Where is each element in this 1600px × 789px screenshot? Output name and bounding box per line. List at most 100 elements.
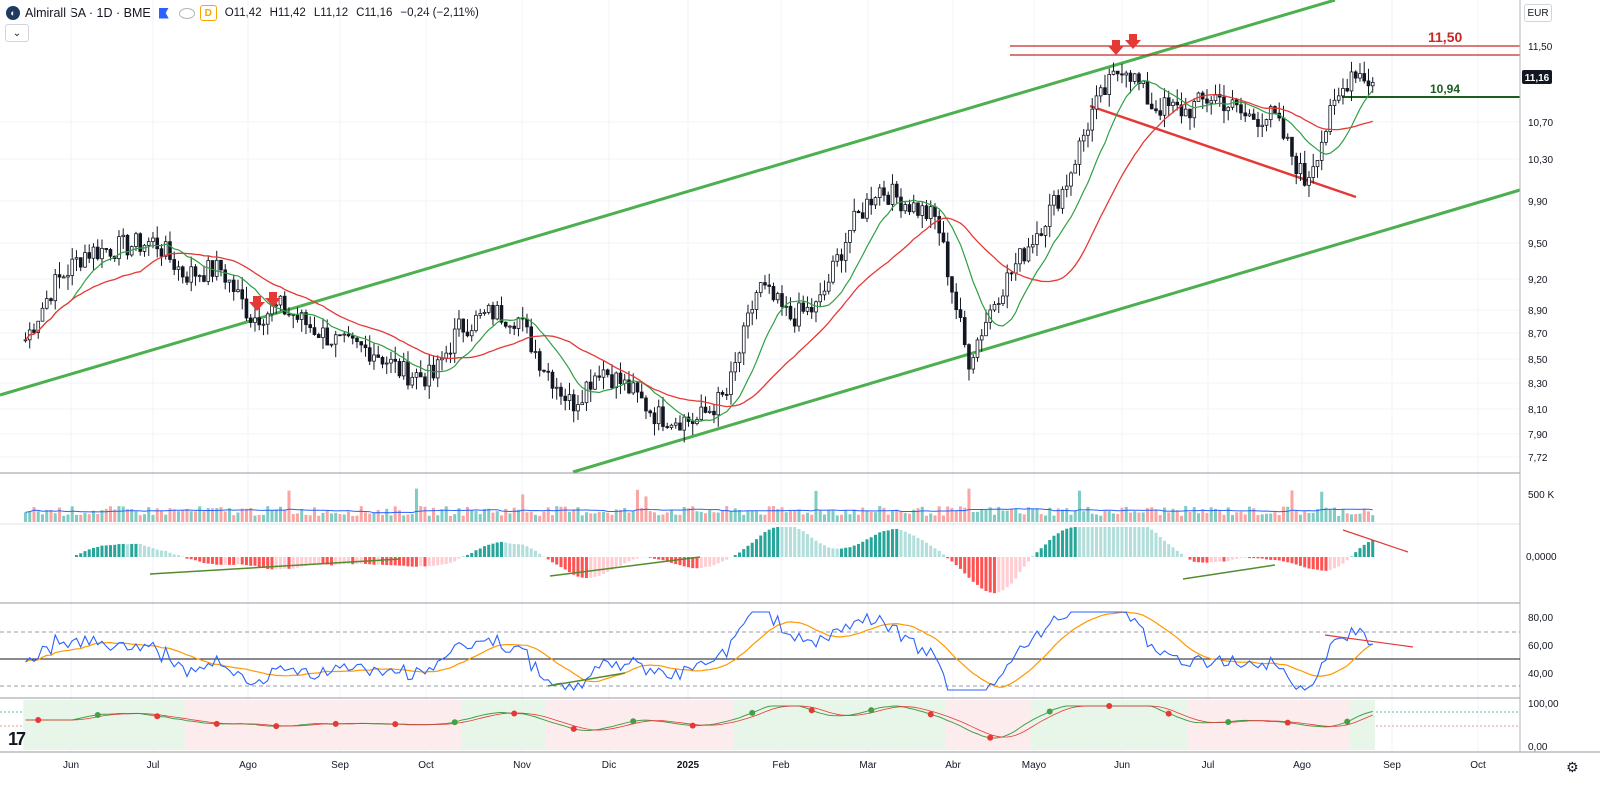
osc-bg: [1179, 700, 1184, 750]
candle-body: [355, 337, 359, 343]
price-tick-label: 10,70: [1528, 118, 1553, 129]
symbol-title[interactable]: Almirall SA · 1D · BME: [25, 6, 151, 20]
macd-bar: [125, 544, 129, 557]
macd-bar: [164, 550, 168, 557]
osc-bg: [605, 700, 610, 750]
macd-bar: [393, 557, 397, 566]
osc-bg: [592, 700, 598, 750]
macd-bar: [206, 557, 210, 564]
macd-bar: [822, 545, 826, 557]
macd-bar: [113, 544, 117, 557]
company-logo-icon: ◐: [6, 6, 20, 20]
macd-bar: [929, 545, 933, 557]
candle-body: [389, 358, 393, 364]
osc-bg: [1221, 700, 1227, 750]
candle-body: [1035, 233, 1039, 245]
candle-body: [176, 266, 181, 270]
osc-bg: [886, 700, 891, 750]
volume-bar: [754, 511, 758, 522]
macd-bar: [1069, 527, 1073, 557]
osc-bg: [184, 700, 190, 750]
macd-bar: [431, 557, 435, 566]
osc-bg: [520, 700, 525, 750]
volume-bar: [827, 510, 831, 522]
macd-bar: [708, 557, 712, 567]
volume-bar: [1158, 515, 1162, 522]
volume-bar: [1005, 510, 1009, 522]
macd-bar: [1082, 527, 1086, 557]
volume-bar: [389, 515, 393, 522]
osc-bg: [461, 700, 466, 750]
osc-bg: [1000, 700, 1006, 750]
gear-icon[interactable]: ⚙: [1566, 759, 1579, 775]
macd-bar: [240, 557, 244, 565]
volume-bar: [635, 489, 639, 522]
macd-bar: [1252, 557, 1256, 559]
osc-bg: [1085, 700, 1091, 750]
osc-bg: [397, 700, 402, 750]
osc-bg: [189, 700, 194, 750]
candle-body: [1307, 177, 1311, 186]
macd-bar: [958, 557, 962, 569]
candle-body: [1009, 272, 1014, 275]
osc-bg: [401, 700, 406, 750]
volume-bar: [720, 510, 724, 522]
volume-bar: [984, 509, 988, 522]
candle-body: [282, 295, 287, 315]
macd-bar: [882, 531, 886, 557]
candle-body: [644, 397, 648, 412]
candle-body: [1149, 103, 1154, 110]
interval-badge[interactable]: D: [199, 5, 217, 21]
osc-bg: [1192, 700, 1197, 750]
volume-bar: [584, 512, 588, 522]
macd-bar: [691, 557, 695, 569]
candle-body: [894, 183, 899, 198]
volume-bar: [1171, 508, 1175, 522]
osc-bg: [533, 700, 538, 750]
candle-body: [316, 334, 321, 339]
volume-bar: [1315, 509, 1319, 522]
volume-bar: [130, 509, 134, 522]
macd-bar: [1235, 557, 1239, 559]
sell-arrow-icon: [265, 292, 281, 307]
volume-bar: [805, 512, 809, 522]
osc-bg: [1357, 700, 1363, 750]
volume-bar: [567, 511, 571, 522]
candle-body: [270, 305, 274, 315]
price-tick-label: 8,10: [1528, 405, 1548, 416]
macd-bar: [963, 557, 967, 574]
price-axis[interactable]: 11,50 10,70 10,30 9,90 9,50 9,20 8,90 8,70 8,50 8…: [1528, 42, 1559, 753]
candle-body: [193, 266, 198, 277]
candle-body: [1132, 73, 1137, 82]
volume-bar: [159, 511, 163, 522]
volume-bar: [1354, 514, 1358, 522]
osc-bg: [1043, 700, 1048, 750]
candle-body: [750, 309, 755, 314]
candle-body: [805, 306, 810, 312]
candle-body: [1069, 172, 1073, 187]
sell-arrow-icon: [249, 296, 265, 311]
macd-bar: [453, 557, 457, 562]
chevron-down-icon[interactable]: ⌄: [5, 24, 29, 42]
tradingview-logo-icon[interactable]: 17: [8, 729, 26, 749]
macd-bar: [746, 545, 750, 557]
eye-icon[interactable]: [178, 7, 195, 19]
macd-bar: [759, 535, 763, 557]
macd-bar: [304, 557, 308, 567]
candle-body: [32, 329, 36, 333]
osc-bg: [622, 700, 627, 750]
volume-bar: [801, 514, 805, 522]
macd-bar: [108, 545, 112, 557]
candle-body: [1179, 104, 1184, 117]
macd-bar: [593, 557, 597, 577]
macd-bar: [1014, 557, 1018, 579]
candle-body: [792, 318, 797, 327]
osc-bg: [1047, 700, 1052, 750]
flag-icon[interactable]: [158, 7, 169, 19]
candle-body: [767, 284, 772, 287]
currency-button[interactable]: EUR: [1524, 4, 1552, 22]
volume-bar: [686, 508, 690, 522]
macd-bar: [410, 557, 414, 567]
time-axis[interactable]: Jun Jul Ago Sep Oct Nov Dic 2025 Feb Mar Abr Mayo Ju…: [63, 760, 1486, 771]
